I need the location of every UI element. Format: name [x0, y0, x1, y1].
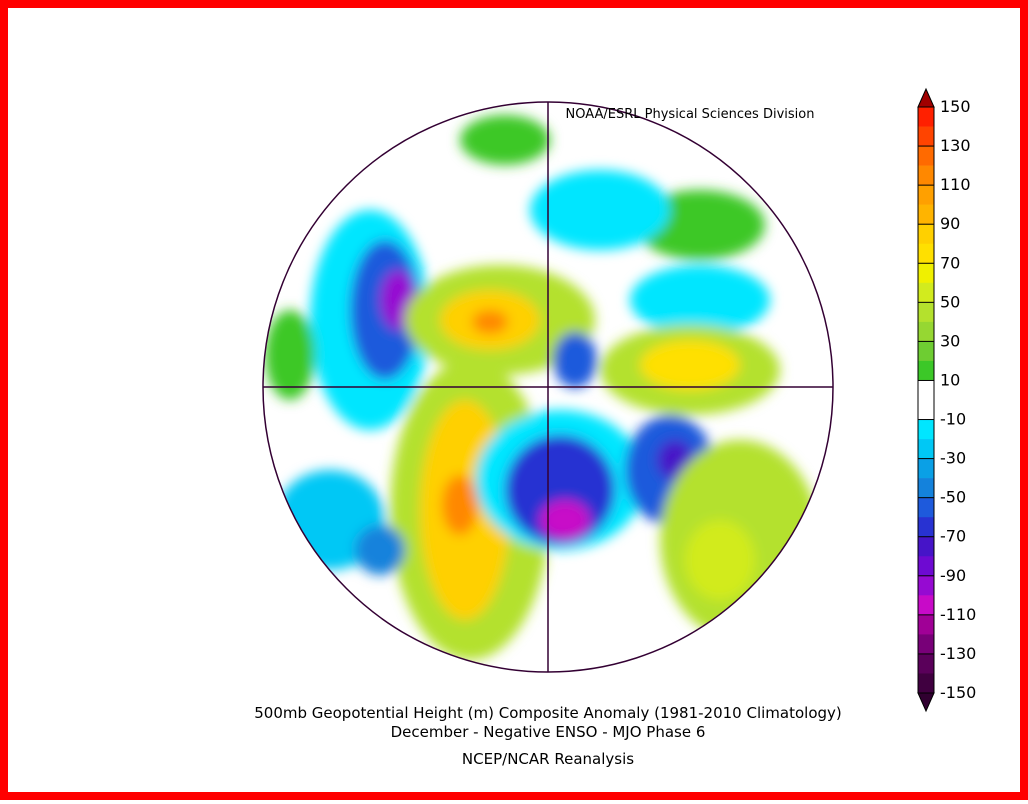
colorbar: 150 130 110 90 70 50 30 10 -10 -30 -50 -70 -90 -110 -1…: [917, 87, 976, 713]
colorbar-band: [918, 224, 934, 245]
colorbar-label: -130: [940, 644, 976, 663]
colorbar-band: [918, 204, 934, 225]
colorbar-label: 50: [940, 292, 960, 311]
colorbar-band: [918, 302, 934, 323]
colorbar-band: [918, 419, 934, 440]
colorbar-band: [918, 575, 934, 596]
colorbar-band: [918, 400, 934, 420]
colorbar-label: -90: [940, 566, 966, 585]
colorbar-band: [918, 107, 934, 127]
colorbar-band: [918, 263, 934, 284]
colorbar-band: [918, 653, 934, 674]
colorbar-label: -70: [940, 527, 966, 546]
colorbar-label: -30: [940, 449, 966, 468]
colorbar-band: [918, 458, 934, 479]
colorbar-label: 130: [940, 136, 971, 155]
map-boundary: [262, 101, 834, 673]
credit: NOAA/ESRL Physical Sciences Division: [566, 107, 815, 122]
colorbar-label: -10: [940, 410, 966, 429]
colorbar-band: [918, 536, 934, 557]
colorbar-label: 90: [940, 214, 960, 233]
colorbar-band: [918, 595, 934, 616]
colorbar-band: [918, 360, 934, 381]
colorbar-label: 110: [940, 175, 971, 194]
source: NCEP/NCAR Reanalysis: [462, 750, 634, 768]
colorbar-label: 150: [940, 97, 971, 116]
colorbar-band: [918, 556, 934, 577]
colorbar-band: [918, 439, 934, 459]
colorbar-label: 10: [940, 370, 960, 389]
colorbar-band: [918, 673, 934, 694]
colorbar-band: [918, 517, 934, 538]
colorbar-band: [918, 634, 934, 655]
colorbar-label: -50: [940, 488, 966, 507]
colorbar-band: [918, 165, 934, 186]
colorbar-label: 30: [940, 331, 960, 350]
colorbar-label: -110: [940, 605, 976, 624]
colorbar-band: [918, 126, 934, 147]
colorbar-band: [918, 243, 934, 264]
anomaly-field: [265, 115, 820, 660]
colorbar-band: [918, 380, 934, 401]
colorbar-band: [918, 478, 934, 498]
colorbar-label: -150: [940, 683, 976, 702]
colorbar-band: [918, 185, 934, 205]
colorbar-band: [918, 341, 934, 362]
colorbar-band: [918, 146, 934, 166]
colorbar-band: [918, 497, 934, 518]
colorbar-label: 70: [940, 253, 960, 272]
map: [263, 102, 833, 672]
colorbar-band: [918, 321, 934, 342]
colorbar-band: [918, 282, 934, 303]
title-line: December - Negative ENSO - MJO Phase 6: [391, 723, 706, 741]
title-line: 500mb Geopotential Height (m) Composite …: [254, 704, 842, 722]
colorbar-band: [918, 614, 934, 635]
